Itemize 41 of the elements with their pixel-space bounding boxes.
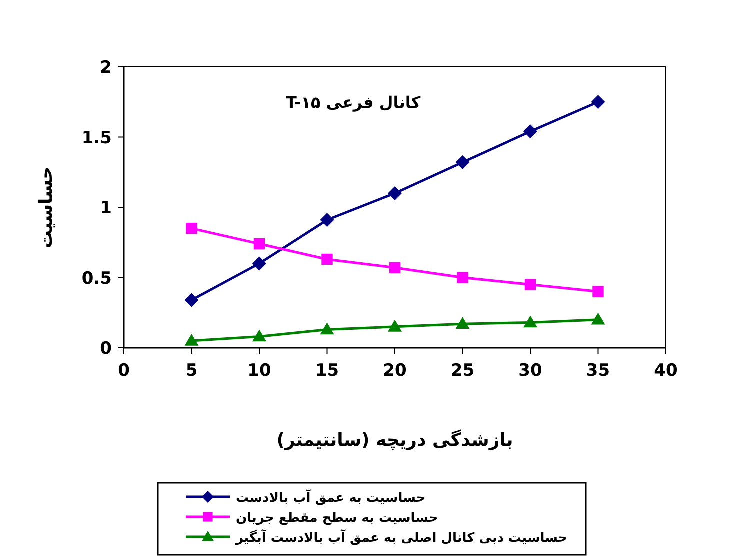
y-tick-label: 2	[100, 58, 112, 78]
point	[524, 316, 538, 328]
x-tick-label: 35	[586, 361, 610, 381]
point	[389, 262, 401, 274]
point	[592, 286, 604, 298]
point	[184, 334, 199, 346]
text: کانال فرعی T-۱۵	[286, 93, 422, 112]
legend-label: حساسیت به سطح مقطع جریان	[236, 511, 438, 526]
point	[388, 320, 402, 332]
legend-label: حساسیت به عمق آب بالادست	[236, 489, 426, 506]
x-tick-label: 20	[383, 361, 407, 381]
point	[186, 222, 198, 234]
point	[320, 213, 334, 228]
legend-label: حساسیت دبی کانال اصلی به عمق آب بالادست آبگیر	[235, 529, 568, 546]
x-tick-label: 0	[118, 361, 130, 381]
point	[322, 254, 333, 266]
point	[524, 279, 536, 290]
x-tick-label: 10	[248, 361, 272, 381]
point	[456, 156, 470, 170]
point	[254, 238, 266, 250]
y-tick-label: 1	[100, 198, 112, 218]
point	[591, 95, 606, 110]
y-axis-title: حساسیت	[36, 166, 57, 249]
x-tick-label: 30	[518, 361, 542, 381]
point	[184, 293, 199, 308]
point	[252, 256, 266, 271]
y-tick-label: 0	[100, 339, 112, 359]
x-tick-label: 15	[315, 361, 340, 381]
x-tick-label: 5	[186, 361, 198, 381]
point	[456, 317, 470, 330]
point	[591, 312, 606, 325]
x-axis-title: بازشدگی دریچه (سانتیمتر)	[276, 429, 514, 451]
point	[252, 330, 266, 342]
point	[320, 322, 334, 335]
point	[524, 124, 538, 139]
point	[457, 272, 468, 284]
y-tick-label: 1.5	[82, 128, 112, 148]
y-tick-label: 0.5	[82, 268, 112, 289]
x-tick-label: 25	[450, 361, 475, 381]
x-tick-label: 40	[654, 361, 678, 381]
point	[388, 186, 402, 200]
